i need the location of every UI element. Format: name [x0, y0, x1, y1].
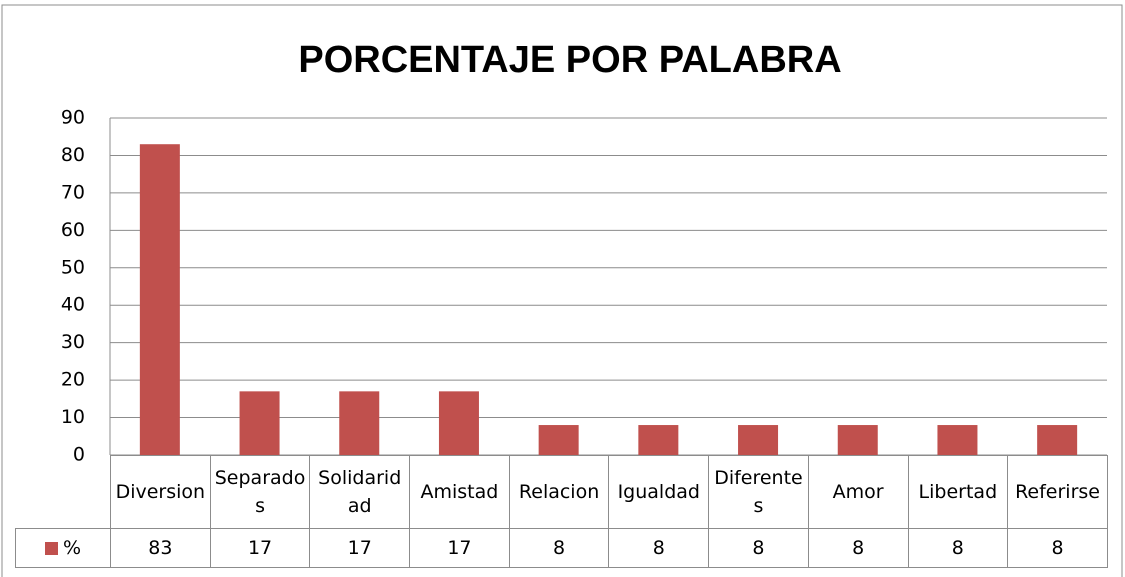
data-label: 17 [409, 528, 510, 568]
x-tick-label: Solidaridad [309, 455, 411, 529]
bar [538, 425, 579, 455]
x-tick-label: Diversion [110, 455, 211, 529]
x-tick-label: Diferentes [708, 455, 809, 529]
category-row: Diversion Separados Solidaridad Amistad Rela… [15, 455, 1108, 529]
data-label: 83 [110, 528, 211, 568]
y-tick-label: 70 [61, 181, 85, 203]
y-tick-label: 20 [61, 369, 85, 391]
data-label: 8 [708, 528, 809, 568]
y-tick-label: 30 [61, 331, 85, 353]
data-label: 8 [1007, 528, 1108, 568]
y-tick-label: 80 [61, 144, 85, 166]
x-tick-label: Igualdad [608, 455, 710, 529]
bar [139, 144, 180, 455]
y-tick-label: 40 [61, 294, 85, 316]
bar [638, 425, 679, 455]
data-label: 8 [508, 528, 610, 568]
x-tick-label: Libertad [907, 455, 1009, 529]
y-tick-label: 60 [61, 219, 85, 241]
value-row: % 83 17 17 17 8 8 8 8 8 8 [15, 528, 1108, 568]
bar [239, 391, 280, 455]
data-label: 8 [907, 528, 1009, 568]
blank-cell [15, 455, 111, 529]
bar [937, 425, 978, 455]
x-tick-label: Separados [209, 455, 311, 529]
bar [738, 425, 779, 455]
legend-key [44, 542, 58, 555]
legend-label: % [62, 537, 82, 559]
data-table: Diversion Separados Solidaridad Amistad Rela… [15, 455, 1108, 568]
x-tick-label: Amor [807, 455, 909, 529]
chart-title: PORCENTAJE POR PALABRA [298, 39, 841, 81]
data-label: 8 [608, 528, 710, 568]
data-label: 8 [807, 528, 909, 568]
data-label: 17 [309, 528, 411, 568]
data-label: 17 [209, 528, 311, 568]
legend-cell: % [15, 528, 111, 568]
x-tick-label: Amistad [409, 455, 510, 529]
x-tick-label: Referirse [1007, 455, 1108, 529]
bar [837, 425, 878, 455]
x-tick-label: Relacion [508, 455, 610, 529]
y-tick-label: 50 [61, 256, 85, 278]
bar [339, 391, 380, 455]
y-tick-label: 10 [61, 406, 85, 428]
bar [1037, 425, 1078, 455]
y-tick-label: 90 [61, 107, 85, 129]
chart-border [1, 4, 1123, 577]
bar [438, 391, 479, 455]
